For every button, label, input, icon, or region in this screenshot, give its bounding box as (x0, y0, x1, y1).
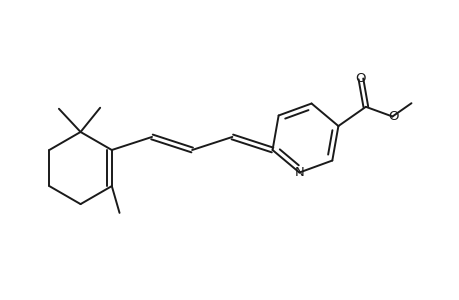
Text: N: N (294, 166, 303, 179)
Text: O: O (387, 110, 398, 123)
Text: O: O (355, 72, 365, 86)
